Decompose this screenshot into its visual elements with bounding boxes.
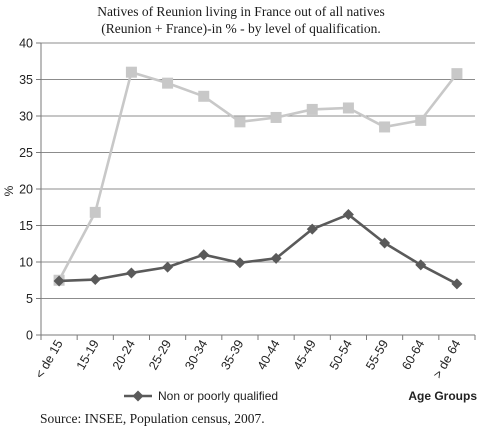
x-tick-label: > de 64: [430, 337, 463, 380]
x-tick-label: 15-19: [74, 337, 102, 372]
data-point: [125, 267, 137, 279]
chart-title-line-2: (Reunion + France)-in % - by level of qu…: [101, 21, 380, 36]
x-tick-label: 50-54: [327, 337, 355, 372]
y-tick-label: 30: [19, 110, 33, 124]
data-point: [234, 257, 246, 269]
y-tick-label: 40: [19, 37, 33, 51]
x-tick-labels: < de 15 15-19 20-24 25-29 30-34 35-39 40-44 45-…: [33, 337, 464, 380]
x-tick-label: 45-49: [291, 337, 319, 372]
data-point: [270, 111, 282, 123]
series-line: [57, 70, 458, 281]
data-point: [306, 103, 318, 115]
legend-label-non-qualified: Non or poorly qualified: [158, 389, 278, 403]
x-tick-label: < de 15: [33, 337, 66, 380]
data-point: [306, 223, 318, 235]
x-tick-label: 40-44: [255, 337, 283, 372]
gridlines: [41, 42, 475, 299]
series: [53, 66, 463, 290]
data-point: [89, 206, 101, 218]
legend: Non or poorly qualified: [124, 389, 278, 403]
data-point: [270, 252, 282, 264]
series-non-qualified: [53, 209, 463, 290]
data-point: [89, 274, 101, 286]
data-point: [415, 114, 427, 126]
source-note: Source: INSEE, Population census, 2007.: [40, 411, 265, 426]
legend-marker-non-qualified: [132, 390, 144, 402]
data-point: [451, 278, 463, 290]
data-point: [125, 66, 137, 78]
x-tick-label: 35-39: [218, 337, 246, 372]
data-point: [234, 116, 246, 128]
y-tick-label: 25: [19, 146, 33, 160]
data-point: [198, 249, 210, 261]
chart-title-line-1: Natives of Reunion living in France out …: [97, 4, 385, 19]
y-tick-label: 20: [19, 183, 33, 197]
data-point: [162, 77, 174, 89]
y-tick-label: 0: [26, 329, 33, 343]
y-tick-label: 15: [19, 219, 33, 233]
y-tick-label: 5: [26, 292, 33, 306]
x-axis-label: Age Groups: [408, 389, 477, 403]
y-tick-label: 35: [19, 73, 33, 87]
y-axis-label: %: [2, 185, 16, 196]
data-point: [379, 237, 391, 249]
data-point: [53, 275, 65, 287]
y-tick-label: 10: [19, 256, 33, 270]
data-point: [198, 90, 210, 102]
data-point: [342, 102, 354, 114]
data-point: [342, 209, 354, 221]
series-line: [59, 213, 458, 286]
axes: [36, 42, 476, 340]
y-tick-labels: 0 5 10 15 20 25 30 35 40: [19, 37, 33, 343]
x-tick-label: 60-64: [399, 337, 427, 372]
x-tick-label: 30-34: [182, 337, 210, 372]
data-point: [415, 259, 427, 271]
x-tick-label: 55-59: [363, 337, 391, 372]
data-point: [379, 121, 391, 133]
x-tick-label: 20-24: [110, 337, 138, 372]
x-tick-label: 25-29: [146, 337, 174, 372]
data-point: [162, 261, 174, 273]
data-point: [451, 68, 463, 80]
